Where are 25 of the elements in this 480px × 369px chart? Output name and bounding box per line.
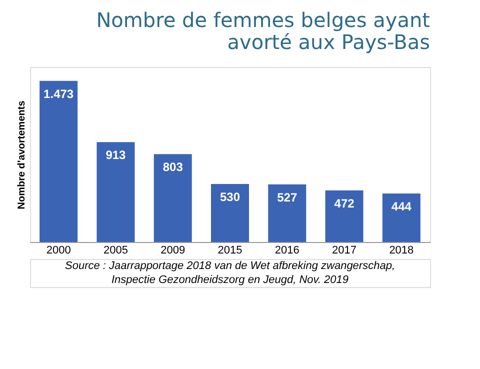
data-label: 444 xyxy=(391,199,412,214)
bar xyxy=(40,80,78,242)
x-tick-label: 2016 xyxy=(274,244,300,256)
data-label: 472 xyxy=(334,196,355,210)
data-label: 803 xyxy=(162,160,184,174)
x-tick-label: 2009 xyxy=(160,244,186,256)
bar xyxy=(96,142,135,242)
bar xyxy=(268,184,306,242)
y-axis-title: Nombre d'avortements xyxy=(16,100,28,210)
x-tick-label: 2005 xyxy=(103,244,128,256)
bar xyxy=(382,193,420,242)
data-label: 530 xyxy=(220,190,240,204)
bar xyxy=(211,184,249,242)
x-tick-label: 2018 xyxy=(389,244,414,256)
data-label: 1.473 xyxy=(44,86,74,101)
x-tick-label: 2017 xyxy=(332,244,357,256)
chart-title: Nombre de femmes belges ayant avorté aux Pays-Bas xyxy=(96,8,430,54)
source-note: Source : Jaarrapportage 2018 van de Wet afbreking zwangerschap, xyxy=(65,260,395,272)
x-tick-label: 2000 xyxy=(46,244,71,256)
text: Inspectie Gezondheidszorg en Jeugd, Nov. 2019 xyxy=(111,274,349,286)
x-tick-label: 2015 xyxy=(218,244,242,256)
data-label: 527 xyxy=(277,190,298,204)
bar xyxy=(325,190,364,242)
data-label: 913 xyxy=(106,148,126,162)
bar xyxy=(154,154,192,242)
